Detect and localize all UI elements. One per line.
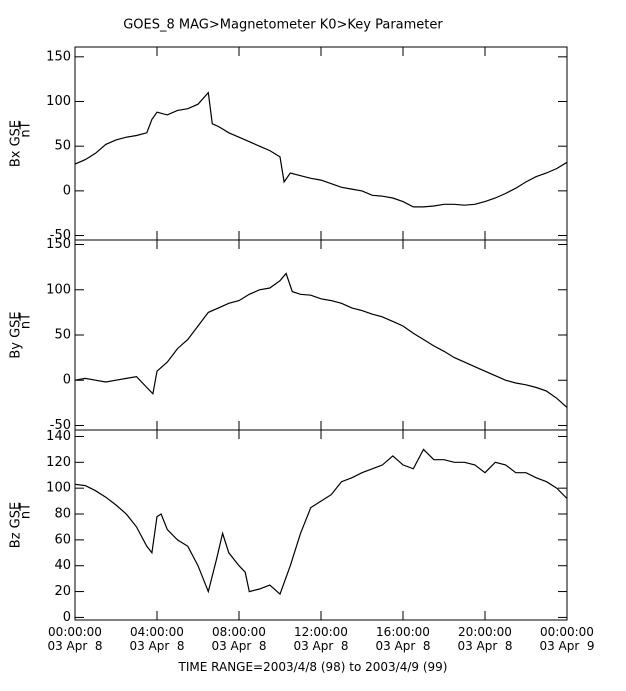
x-tick-label: 20:00:00 03 Apr 8 xyxy=(457,625,513,653)
data-line xyxy=(74,272,568,408)
y-tick-label: -50 xyxy=(50,418,71,433)
y-axis-label: Bz GSE xyxy=(9,502,24,548)
y-tick-label: -50 xyxy=(50,228,71,243)
y-tick-label: 80 xyxy=(54,507,71,522)
y-tick-label: 100 xyxy=(46,282,71,297)
y-tick-label: 150 xyxy=(46,237,71,252)
plot-frame xyxy=(74,46,568,241)
y-tick-label: 150 xyxy=(46,49,71,64)
y-tick-label: 60 xyxy=(54,532,71,547)
y-axis-label: By GSE xyxy=(9,311,24,358)
y-tick-label: 50 xyxy=(54,139,71,154)
y-tick-label: 0 xyxy=(63,610,71,625)
plot-frame xyxy=(74,429,568,621)
y-tick-label: 0 xyxy=(63,373,71,388)
x-tick-label: 04:00:00 03 Apr 8 xyxy=(129,625,185,653)
x-axis-label: TIME RANGE=2003/4/8 (98) to 2003/4/9 (99… xyxy=(178,660,448,674)
y-tick-label: 40 xyxy=(54,558,71,573)
y-axis-unit: nT xyxy=(19,503,34,519)
y-tick-label: 100 xyxy=(46,94,71,109)
y-tick-label: 20 xyxy=(54,584,71,599)
x-tick-label: 16:00:00 03 Apr 8 xyxy=(375,625,431,653)
y-tick-label: 0 xyxy=(63,183,71,198)
data-line xyxy=(74,448,568,596)
data-line xyxy=(74,91,568,208)
y-tick-label: 50 xyxy=(54,328,71,343)
x-tick-label: 00:00:00 03 Apr 9 xyxy=(539,625,595,653)
x-tick-label: 00:00:00 03 Apr 8 xyxy=(47,625,103,653)
y-tick-label: 140 xyxy=(46,429,71,444)
x-tick-label: 08:00:00 03 Apr 8 xyxy=(211,625,267,653)
y-tick-label: 120 xyxy=(46,455,71,470)
y-axis-unit: nT xyxy=(19,121,34,137)
plot-frame xyxy=(74,239,568,431)
x-tick-label: 12:00:00 03 Apr 8 xyxy=(293,625,349,653)
y-tick-label: 100 xyxy=(46,481,71,496)
y-axis-label: Bx GSE xyxy=(9,120,24,167)
chart-title: GOES_8 MAG>Magnetometer K0>Key Parameter xyxy=(123,18,443,33)
y-axis-unit: nT xyxy=(19,313,34,329)
